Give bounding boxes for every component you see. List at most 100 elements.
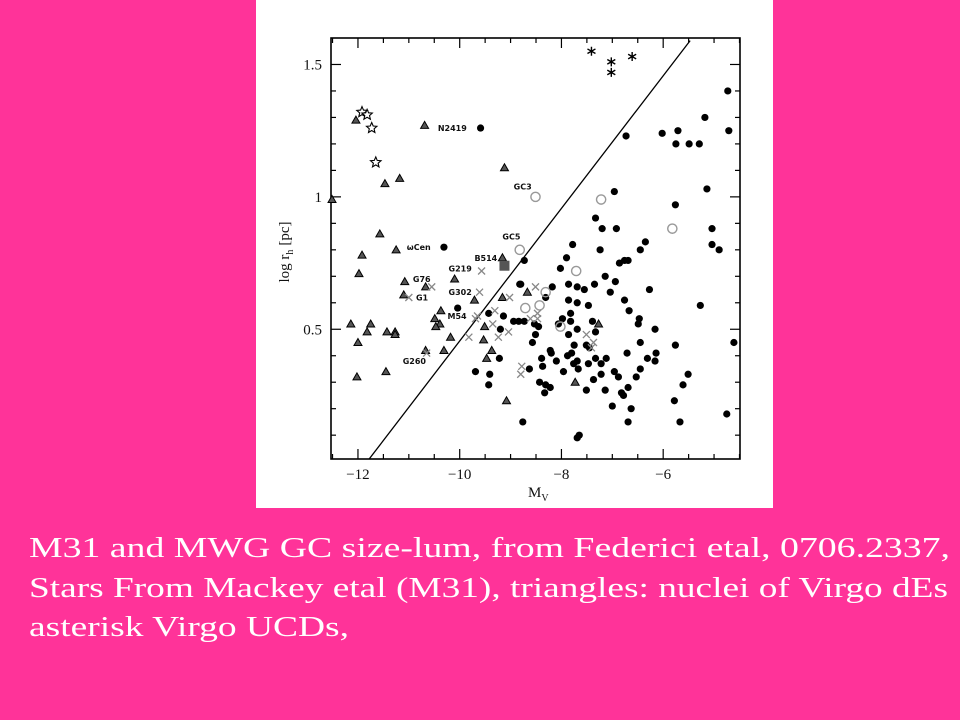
point-annotation: ωCen bbox=[407, 243, 431, 252]
data-point-star bbox=[360, 107, 374, 121]
data-point-filled-circle bbox=[454, 304, 462, 312]
data-point-filled-circle bbox=[676, 418, 684, 426]
data-point-filled-circle bbox=[591, 214, 600, 222]
data-point-filled-circle bbox=[671, 201, 679, 209]
data-point-cross bbox=[526, 314, 535, 323]
data-point-star bbox=[365, 121, 379, 134]
data-point-filled-circle bbox=[559, 368, 568, 376]
data-point-filled-circle bbox=[723, 410, 731, 418]
data-point-open-circle bbox=[534, 300, 545, 311]
data-point-star bbox=[369, 155, 383, 169]
data-point-triangle bbox=[374, 228, 385, 238]
point-annotation: G76 bbox=[413, 275, 431, 284]
data-point-filled-circle bbox=[624, 383, 632, 392]
data-point-filled-circle bbox=[597, 370, 605, 378]
data-point-filled-circle bbox=[624, 256, 632, 265]
data-point-triangle bbox=[478, 334, 489, 344]
data-point-filled-circle bbox=[569, 240, 577, 249]
data-point-filled-circle bbox=[636, 338, 644, 347]
data-point-filled-circle bbox=[623, 349, 631, 357]
x-tick-label: −8 bbox=[553, 467, 569, 483]
data-point-cross bbox=[404, 293, 413, 302]
data-point-triangle bbox=[430, 321, 441, 331]
data-point-cross bbox=[490, 306, 499, 315]
data-point-filled-circle bbox=[547, 349, 555, 357]
data-point-filled-circle bbox=[610, 368, 618, 376]
data-point-triangle bbox=[394, 173, 405, 182]
data-point-filled-circle bbox=[567, 309, 575, 317]
data-point-triangle bbox=[593, 318, 604, 328]
data-point-filled-circle bbox=[643, 354, 652, 362]
data-point-filled-circle bbox=[539, 362, 547, 370]
data-point-filled-circle bbox=[580, 285, 588, 294]
data-point-open-circle bbox=[570, 265, 582, 277]
data-point-filled-circle bbox=[591, 328, 600, 336]
point-annotation: GC5 bbox=[502, 233, 520, 242]
data-point-filled-circle bbox=[573, 325, 581, 333]
data-point-triangle bbox=[380, 178, 390, 188]
data-point-filled-circle bbox=[679, 381, 687, 389]
data-point-triangle bbox=[499, 162, 510, 172]
data-point-filled-circle bbox=[582, 386, 590, 394]
data-point-filled-circle bbox=[589, 375, 598, 384]
data-point-triangle bbox=[353, 337, 363, 346]
data-point-filled-circle bbox=[486, 370, 494, 378]
data-point-triangle bbox=[420, 281, 431, 291]
data-point-asterisk bbox=[627, 52, 637, 62]
data-point-filled-circle bbox=[597, 360, 605, 368]
data-point-triangle bbox=[429, 313, 440, 323]
data-point-cross bbox=[587, 343, 596, 352]
data-point-filled-circle bbox=[685, 140, 693, 148]
data-point-filled-circle bbox=[627, 405, 635, 413]
data-point-triangle bbox=[486, 345, 497, 354]
data-point-filled-circle bbox=[612, 225, 620, 233]
data-point-open-circle bbox=[667, 223, 678, 234]
data-point-triangle bbox=[449, 273, 460, 283]
data-point-filled-circle bbox=[520, 256, 528, 265]
data-point-cross bbox=[494, 333, 503, 342]
x-tick-label: −6 bbox=[655, 467, 671, 483]
data-point-filled-circle bbox=[701, 113, 709, 122]
data-point-cross bbox=[473, 312, 482, 320]
data-point-triangle bbox=[522, 287, 533, 296]
data-point-filled-circle bbox=[546, 383, 554, 392]
data-point-triangle bbox=[419, 120, 430, 129]
data-point-filled-circle bbox=[534, 323, 543, 331]
data-point-filled-circle bbox=[708, 225, 716, 233]
data-point-triangle bbox=[381, 366, 391, 376]
data-point-filled-circle bbox=[515, 317, 523, 325]
data-point-filled-circle bbox=[476, 124, 485, 132]
data-point-filled-circle bbox=[602, 354, 610, 362]
data-point-filled-circle bbox=[471, 368, 480, 376]
data-point-filled-circle bbox=[601, 386, 609, 394]
data-point-filled-circle bbox=[684, 370, 692, 378]
point-annotation: G1 bbox=[416, 293, 429, 302]
data-point-triangle bbox=[357, 250, 367, 259]
data-point-asterisk bbox=[606, 67, 616, 77]
data-point-square bbox=[499, 260, 510, 271]
data-point-filled-circle bbox=[606, 288, 614, 296]
caption-line-1: M31 and MWG GC size-lum, from Federici e… bbox=[29, 533, 950, 564]
data-point-filled-circle bbox=[674, 127, 682, 135]
data-point-filled-circle bbox=[510, 317, 518, 325]
data-point-filled-circle bbox=[624, 418, 632, 426]
data-point-filled-circle bbox=[573, 434, 581, 442]
data-point-filled-circle bbox=[568, 349, 576, 357]
data-point-filled-circle bbox=[564, 330, 573, 339]
data-point-open-circle bbox=[520, 302, 531, 314]
point-annotation: B514 bbox=[474, 254, 497, 263]
data-point-open-circle bbox=[555, 321, 566, 332]
data-point-cross bbox=[475, 288, 484, 297]
figure-panel bbox=[256, 0, 773, 508]
data-point-filled-circle bbox=[601, 272, 609, 280]
data-point-triangle bbox=[352, 371, 362, 381]
data-point-filled-circle bbox=[670, 397, 678, 405]
data-point-triangle bbox=[351, 115, 361, 124]
data-point-filled-circle bbox=[703, 185, 711, 193]
data-point-filled-circle bbox=[715, 246, 723, 254]
data-point-filled-circle bbox=[591, 354, 600, 362]
data-point-triangle bbox=[390, 329, 400, 339]
data-point-filled-circle bbox=[695, 140, 703, 148]
